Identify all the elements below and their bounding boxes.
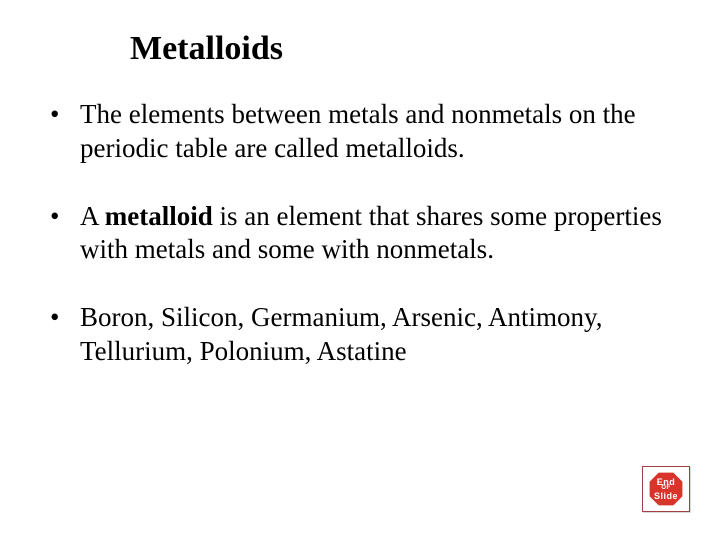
stop-sign-icon: End OF Slide — [647, 470, 685, 508]
slide-title: Metalloids — [130, 30, 680, 68]
bullet-text-pre: A — [80, 201, 105, 231]
bullet-text-pre: The elements between metals and nonmetal… — [80, 99, 636, 163]
bullet-item: A metalloid is an element that shares so… — [50, 200, 680, 268]
bullet-item: Boron, Silicon, Germanium, Arsenic, Anti… — [50, 301, 680, 369]
stop-sign-text: End OF Slide — [647, 470, 685, 508]
bullet-list: The elements between metals and nonmetal… — [50, 98, 680, 369]
bullet-item: The elements between metals and nonmetal… — [50, 98, 680, 166]
end-of-slide-button[interactable]: End OF Slide — [642, 466, 690, 512]
bullet-text-bold: metalloid — [105, 201, 213, 231]
bullet-text-pre: Boron, Silicon, Germanium, Arsenic, Anti… — [80, 302, 602, 366]
slide: Metalloids The elements between metals a… — [0, 0, 720, 540]
badge-line3: Slide — [654, 492, 678, 501]
